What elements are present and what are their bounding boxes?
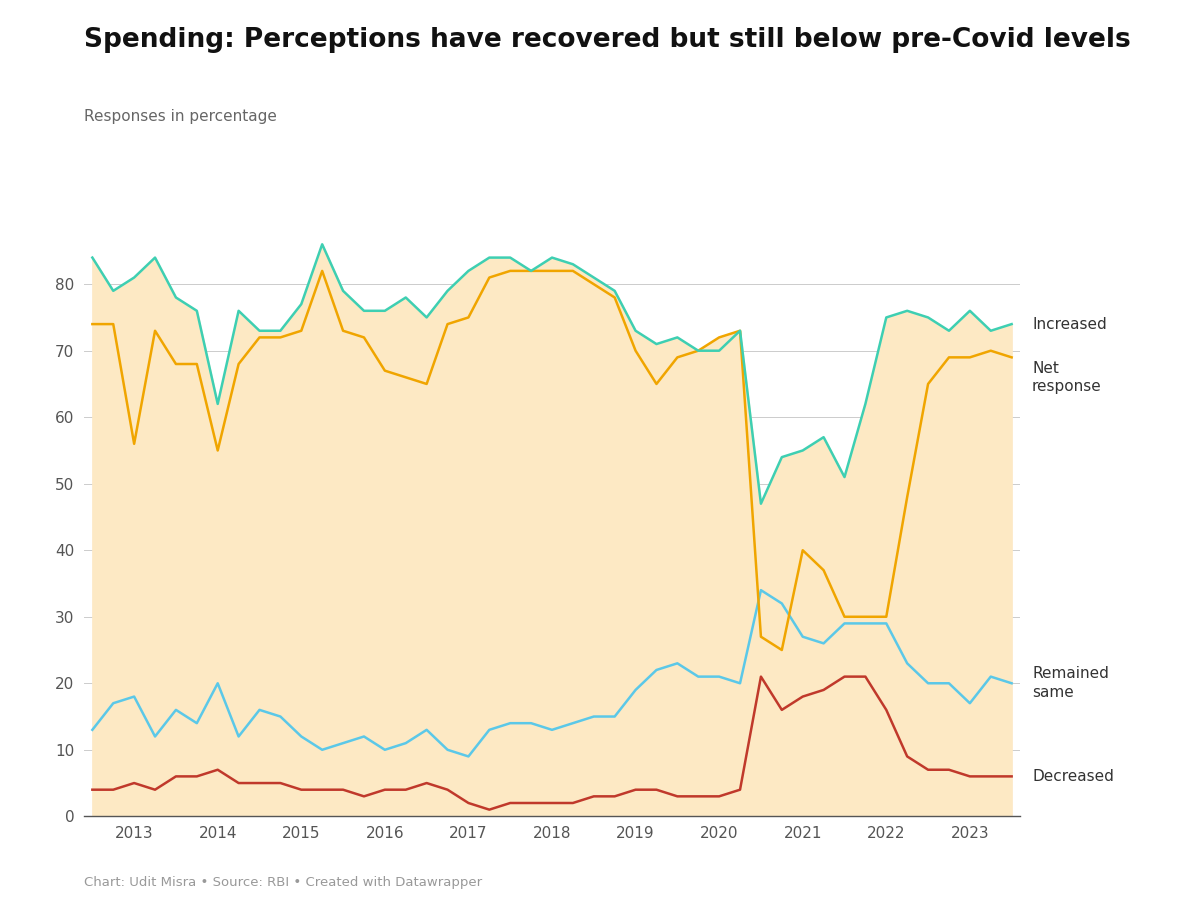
- Text: Chart: Udit Misra • Source: RBI • Created with Datawrapper: Chart: Udit Misra • Source: RBI • Create…: [84, 876, 482, 889]
- Text: Responses in percentage: Responses in percentage: [84, 109, 277, 124]
- Text: Spending: Perceptions have recovered but still below pre-Covid levels: Spending: Perceptions have recovered but…: [84, 27, 1130, 54]
- Text: Net
response: Net response: [1032, 360, 1102, 395]
- Text: Remained
same: Remained same: [1032, 667, 1109, 700]
- Text: Decreased: Decreased: [1032, 769, 1114, 784]
- Text: Increased: Increased: [1032, 317, 1106, 332]
